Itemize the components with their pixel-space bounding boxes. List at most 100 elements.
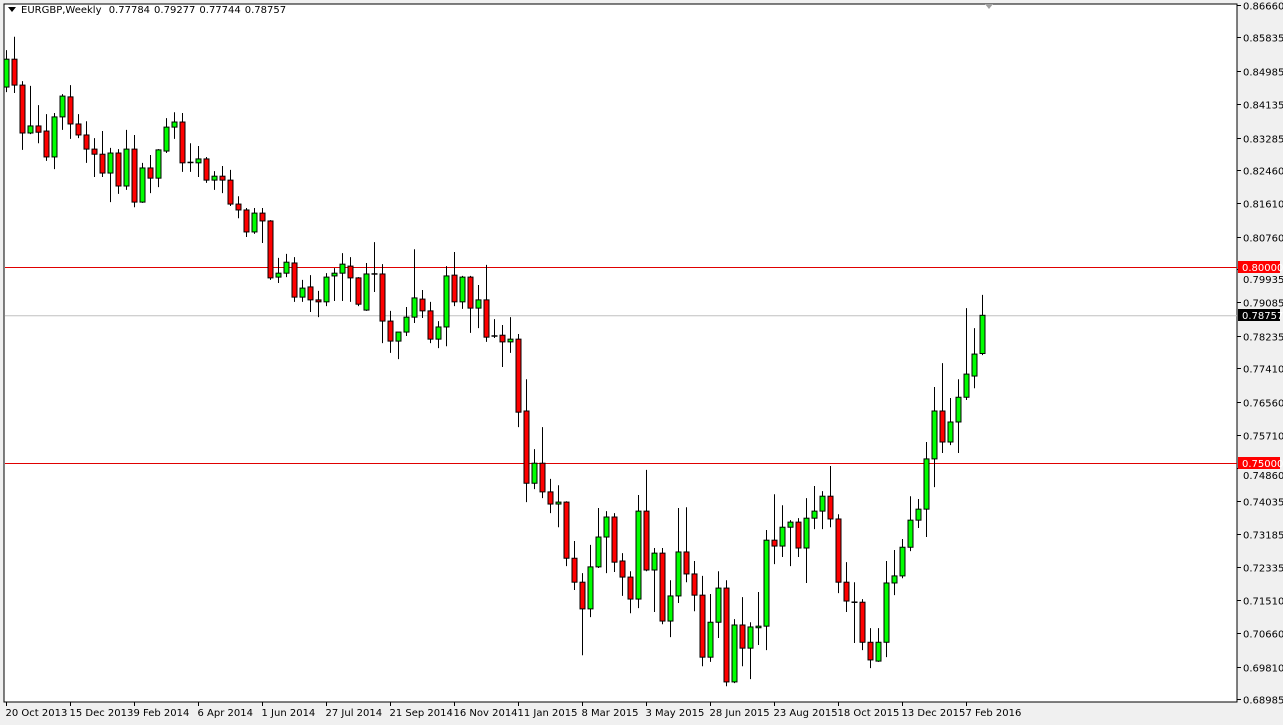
y-tick-label: 0.74860	[1243, 471, 1283, 482]
candle	[947, 398, 954, 446]
dropdown-triangle-icon[interactable]	[8, 7, 16, 12]
candle-body	[811, 510, 818, 519]
candle	[595, 507, 602, 569]
candle-body	[27, 125, 34, 134]
candle-body	[859, 601, 866, 643]
candle	[35, 105, 42, 144]
candle-body	[651, 552, 658, 571]
candle-body	[555, 501, 562, 505]
price-axis[interactable]: 0.86660 0.85835 0.84985 0.84135 0.83285 0.824…	[1237, 2, 1283, 707]
candle	[267, 220, 274, 280]
candle	[523, 379, 530, 503]
candle-body	[443, 275, 450, 328]
y-tick-label: 0.83285	[1243, 135, 1283, 146]
y-tick-label: 0.85835	[1243, 34, 1283, 45]
candle	[187, 143, 194, 172]
candle-body	[59, 95, 66, 118]
candles	[3, 36, 986, 687]
candle	[467, 275, 474, 333]
ohlc-low: 0.77744	[199, 5, 241, 16]
candle-body	[275, 272, 282, 278]
candle-body	[179, 121, 186, 164]
ohlc-open: 0.77784	[108, 5, 151, 16]
candle	[547, 478, 554, 514]
candle	[123, 129, 130, 190]
candle	[955, 379, 962, 454]
candle-body	[395, 331, 402, 342]
candle-body	[195, 158, 202, 164]
candle	[387, 310, 394, 353]
y-tick-label: 0.76560	[1243, 399, 1283, 410]
candle	[427, 301, 434, 344]
x-tick-label: 9 Feb 2014	[134, 708, 190, 719]
candle-body	[331, 272, 338, 277]
candle	[643, 469, 650, 572]
candle	[275, 257, 282, 283]
candle	[771, 494, 778, 565]
candle	[107, 147, 114, 203]
candle-body	[875, 641, 882, 662]
candle-body	[683, 551, 690, 575]
candle-body	[571, 557, 578, 583]
candle	[403, 306, 410, 336]
candle-body	[531, 462, 538, 484]
y-tick-label: 0.86660	[1243, 2, 1283, 13]
candle-body	[203, 158, 210, 181]
candle-body	[691, 573, 698, 596]
candle	[371, 242, 378, 293]
candle-body	[523, 410, 530, 484]
candle	[155, 149, 162, 188]
candle	[923, 442, 930, 538]
candle	[131, 134, 138, 208]
candle	[395, 331, 402, 360]
candle-body	[515, 338, 522, 413]
candle	[715, 571, 722, 638]
time-axis[interactable]: 20 Oct 2013 15 Dec 2013 9 Feb 2014 6 Apr 20…	[6, 702, 1022, 719]
candle	[787, 520, 794, 567]
candle-body	[635, 510, 642, 600]
y-tick-label: 0.79085	[1243, 299, 1283, 310]
candle-body	[147, 167, 154, 179]
y-tick-label: 0.84985	[1243, 68, 1283, 79]
candle	[331, 268, 338, 302]
chart-shift-marker-icon[interactable]	[985, 4, 993, 9]
candle	[683, 507, 690, 583]
candle	[627, 571, 634, 614]
candle	[91, 138, 98, 177]
candle	[971, 328, 978, 389]
candle	[883, 560, 890, 658]
candle	[515, 334, 522, 428]
y-tick-label: 0.84135	[1243, 101, 1283, 112]
candle-body	[219, 175, 226, 181]
candle-body	[155, 149, 162, 179]
x-tick-label: 3 May 2015	[646, 708, 705, 719]
candle-body	[267, 220, 274, 279]
candle	[251, 207, 258, 234]
x-tick-label: 27 Jul 2014	[326, 708, 383, 719]
candle-body	[51, 116, 58, 158]
candle-body	[19, 84, 26, 134]
y-tick-label: 0.74035	[1243, 498, 1283, 509]
candle-body	[907, 519, 914, 548]
candle-body	[899, 546, 906, 577]
candle	[739, 597, 746, 667]
candle	[59, 94, 66, 130]
plot-area[interactable]	[3, 3, 1238, 703]
level-price-label: 0.75000	[1242, 459, 1283, 470]
candle	[803, 498, 810, 583]
candle	[979, 294, 986, 356]
y-tick-label: 0.72335	[1243, 564, 1283, 575]
candle	[363, 262, 370, 311]
candle-body	[755, 625, 762, 629]
bid-price-label-bg	[1238, 309, 1280, 321]
x-tick-label: 8 Mar 2015	[582, 708, 639, 719]
candle-body	[915, 508, 922, 521]
candle-body	[595, 536, 602, 568]
y-tick-label: 0.69810	[1243, 664, 1283, 675]
x-tick-label: 28 Jun 2015	[710, 708, 770, 719]
candle	[931, 387, 938, 488]
candle	[651, 548, 658, 613]
candle-body	[747, 626, 754, 649]
level-price-label: 0.80000	[1242, 263, 1283, 274]
